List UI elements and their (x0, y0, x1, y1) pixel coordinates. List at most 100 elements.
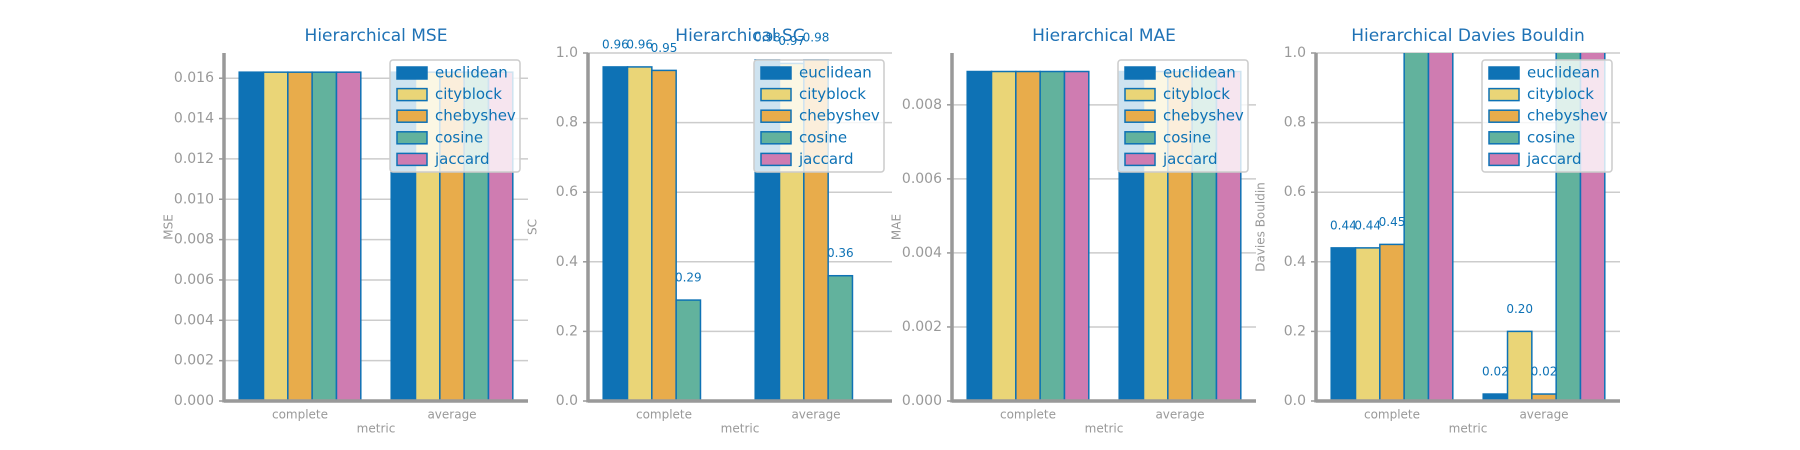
legend-label: cityblock (1163, 85, 1230, 103)
legend-swatch (1124, 109, 1156, 123)
bar (651, 69, 677, 401)
bar (602, 66, 629, 401)
legend-label: chebyshev (1527, 107, 1608, 125)
y-axis-label: SC (526, 219, 540, 235)
bar (1403, 53, 1430, 401)
legend-label: cityblock (1527, 85, 1594, 103)
data-label: 0.20 (1506, 302, 1533, 316)
legend-label: cityblock (799, 85, 866, 103)
x-tick-label: complete (1000, 408, 1056, 422)
y-axis-label: MSE (162, 214, 176, 240)
legend-label: cosine (1527, 128, 1575, 146)
legend-swatch (1488, 66, 1520, 80)
y-tick-label: 0.000 (174, 393, 214, 409)
subplot: 0.000 0.002 0.004 0.006 0.008 0.010 0.012 0.014… (162, 26, 528, 436)
bar (1379, 243, 1405, 401)
bar (990, 70, 1017, 401)
legend: euclidean cityblock chebyshev cosine jaccard (1117, 59, 1249, 173)
legend-swatch (760, 87, 792, 102)
legend-label: cosine (799, 128, 847, 146)
legend-swatch (1124, 131, 1156, 145)
x-tick-label: average (427, 408, 476, 422)
legend-label: cosine (1163, 128, 1211, 146)
legend-swatch (1488, 131, 1520, 145)
data-label: 0.98 (803, 30, 830, 44)
x-tick-label: complete (636, 408, 692, 422)
bar (1063, 70, 1090, 401)
legend-label: euclidean (435, 64, 508, 82)
y-axis-label: Davies Bouldin (1254, 182, 1268, 272)
y-axis-label: MAE (890, 214, 904, 240)
y-tick-label: 1.0 (1284, 45, 1306, 61)
y-tick-label: 0.008 (902, 97, 942, 113)
legend: euclidean cityblock chebyshev cosine jaccard (1481, 59, 1613, 173)
chart-title: Hierarchical Davies Bouldin (1351, 26, 1585, 46)
legend-swatch (1488, 87, 1520, 102)
bar (1039, 70, 1066, 401)
chart-title: Hierarchical MAE (1032, 26, 1176, 46)
legend-label: cosine (435, 128, 483, 146)
data-label: 0.02 (1482, 365, 1509, 379)
data-label: 0.45 (1379, 215, 1406, 229)
legend-label: euclidean (799, 64, 872, 82)
legend-swatch (1488, 152, 1520, 167)
chart-title: Hierarchical MSE (305, 26, 448, 46)
data-label: 0.44 (1330, 218, 1357, 232)
y-tick-label: 0.004 (174, 312, 214, 328)
legend-swatch (396, 87, 428, 102)
data-label: 0.36 (827, 246, 854, 260)
y-tick-label: 0.000 (902, 393, 942, 409)
x-tick-label: complete (1364, 408, 1420, 422)
legend-swatch (1124, 152, 1156, 167)
bar (262, 71, 289, 401)
legend-swatch (760, 152, 792, 167)
y-tick-label: 0.8 (556, 115, 578, 131)
x-tick-label: average (791, 408, 840, 422)
x-axis-label: metric (1449, 422, 1488, 436)
bar (626, 66, 653, 401)
x-tick-label: average (1519, 408, 1568, 422)
y-tick-label: 0.002 (902, 319, 942, 335)
x-axis-label: metric (1085, 422, 1124, 436)
legend-swatch (1124, 66, 1156, 80)
y-tick-label: 0.008 (174, 232, 214, 248)
bar (311, 71, 338, 401)
bar (1506, 330, 1533, 401)
data-label: 0.02 (1531, 365, 1558, 379)
y-tick-label: 0.2 (556, 323, 578, 339)
y-tick-label: 0.006 (174, 272, 214, 288)
y-tick-label: 0.6 (1284, 184, 1306, 200)
y-tick-label: 0.002 (174, 353, 214, 369)
legend-swatch (760, 109, 792, 123)
y-tick-label: 0.016 (174, 70, 214, 86)
data-label: 0.96 (626, 37, 653, 51)
legend-swatch (396, 152, 428, 167)
y-tick-label: 0.2 (1284, 323, 1306, 339)
legend-label: euclidean (1163, 64, 1236, 82)
bar (1354, 247, 1381, 401)
bar (966, 70, 993, 401)
bar (335, 71, 362, 401)
y-tick-label: 0.0 (556, 393, 578, 409)
legend-label: chebyshev (435, 107, 516, 125)
y-tick-label: 0.012 (174, 151, 214, 167)
legend-label: cityblock (435, 85, 502, 103)
legend-label: jaccard (434, 150, 489, 168)
y-tick-label: 0.4 (1284, 254, 1306, 270)
legend-swatch (396, 66, 428, 80)
legend-label: jaccard (798, 150, 853, 168)
y-tick-label: 0.6 (556, 184, 578, 200)
y-tick-label: 0.004 (902, 245, 942, 261)
legend-label: euclidean (1527, 64, 1600, 82)
bar (238, 71, 265, 401)
legend-swatch (1488, 109, 1520, 123)
bar (827, 274, 854, 401)
legend-label: jaccard (1526, 150, 1581, 168)
chart-title: Hierarchical SC (675, 26, 804, 46)
x-axis-label: metric (357, 422, 396, 436)
subplot: 0.0 0.2 0.4 0.6 0.8 1.0 complete average 0.44 0.0… (1254, 26, 1620, 436)
y-tick-label: 0.0 (1284, 393, 1306, 409)
